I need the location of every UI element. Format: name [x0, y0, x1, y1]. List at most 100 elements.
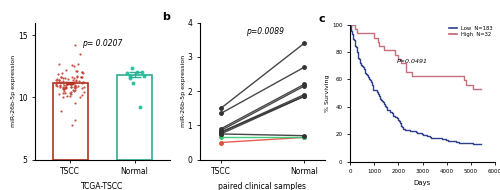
Point [80, 81, 88, 84]
Point [62, 81, 70, 84]
Point [78, 70, 86, 74]
Point [138, 70, 146, 74]
Point [62, 85, 70, 88]
Point [55, 92, 63, 95]
Point [54, 62, 62, 65]
Point [64, 78, 72, 81]
Point [70, 89, 78, 92]
Point [126, 77, 134, 80]
Point [59, 92, 67, 95]
Point [72, 76, 80, 79]
Point [60, 86, 68, 89]
Point [74, 63, 82, 66]
Point [59, 86, 67, 89]
Point [52, 83, 60, 86]
Point [67, 86, 75, 89]
Y-axis label: miR-26b-5p expression: miR-26b-5p expression [181, 55, 186, 127]
Point [58, 81, 66, 84]
Point [70, 85, 78, 88]
Point [57, 75, 65, 78]
Point [68, 63, 76, 66]
Point [60, 89, 68, 92]
Point [72, 86, 80, 89]
Point [78, 80, 86, 83]
Point [70, 77, 78, 80]
Point [60, 84, 68, 87]
Point [54, 80, 62, 83]
Point [70, 80, 78, 83]
Point [62, 82, 70, 85]
Point [56, 86, 64, 89]
Point [72, 70, 80, 73]
Point [80, 90, 88, 93]
Point [70, 88, 78, 91]
Bar [117, 75, 152, 160]
Point [68, 123, 76, 126]
Point [77, 76, 85, 79]
Point [62, 86, 70, 89]
Point [74, 74, 82, 77]
Point [78, 76, 86, 79]
Point [70, 89, 78, 93]
Y-axis label: % Surviving: % Surviving [326, 74, 330, 112]
Point [68, 76, 76, 79]
Point [56, 78, 64, 81]
Point [66, 92, 74, 95]
Text: P=0.0491: P=0.0491 [396, 59, 428, 64]
Point [128, 66, 136, 69]
Text: b: b [162, 12, 170, 22]
Point [52, 84, 60, 87]
X-axis label: TCGA-TSCC: TCGA-TSCC [82, 182, 124, 190]
Point [70, 65, 78, 68]
Point [128, 81, 136, 84]
Point [59, 80, 67, 83]
Point [133, 71, 141, 74]
Point [71, 84, 79, 87]
Point [58, 85, 66, 88]
Point [70, 44, 78, 47]
Point [72, 80, 80, 83]
Point [74, 84, 82, 87]
Point [69, 81, 77, 84]
X-axis label: Days: Days [414, 180, 431, 186]
Point [52, 82, 60, 85]
Point [76, 80, 84, 83]
Point [56, 85, 64, 88]
Point [66, 94, 74, 97]
Point [58, 72, 66, 75]
Point [54, 77, 62, 80]
Point [62, 84, 70, 87]
Point [59, 76, 67, 79]
Point [56, 84, 64, 87]
Point [60, 95, 68, 98]
Point [73, 70, 81, 73]
Point [72, 83, 80, 86]
Point [66, 92, 74, 95]
Point [66, 83, 74, 86]
Point [76, 52, 84, 55]
Point [71, 118, 79, 121]
Point [67, 85, 75, 88]
Point [78, 82, 86, 85]
Point [57, 76, 65, 79]
Y-axis label: miR-26b-5p expression: miR-26b-5p expression [12, 55, 16, 127]
Legend: Low  N=183, High  N=32: Low N=183, High N=32 [448, 25, 494, 38]
Point [63, 94, 71, 97]
Text: p= 0.0207: p= 0.0207 [82, 39, 122, 48]
Point [71, 102, 79, 105]
Point [78, 71, 86, 74]
Point [123, 72, 131, 75]
Point [57, 109, 65, 112]
Point [58, 87, 66, 90]
Point [78, 75, 86, 78]
Point [72, 78, 80, 82]
Point [62, 77, 70, 80]
Point [136, 106, 144, 109]
Point [62, 87, 70, 90]
Point [60, 88, 68, 91]
Point [78, 87, 86, 90]
Point [54, 72, 62, 75]
X-axis label: paired clinical samples: paired clinical samples [218, 182, 306, 190]
Text: c: c [318, 14, 324, 24]
Point [66, 82, 74, 85]
